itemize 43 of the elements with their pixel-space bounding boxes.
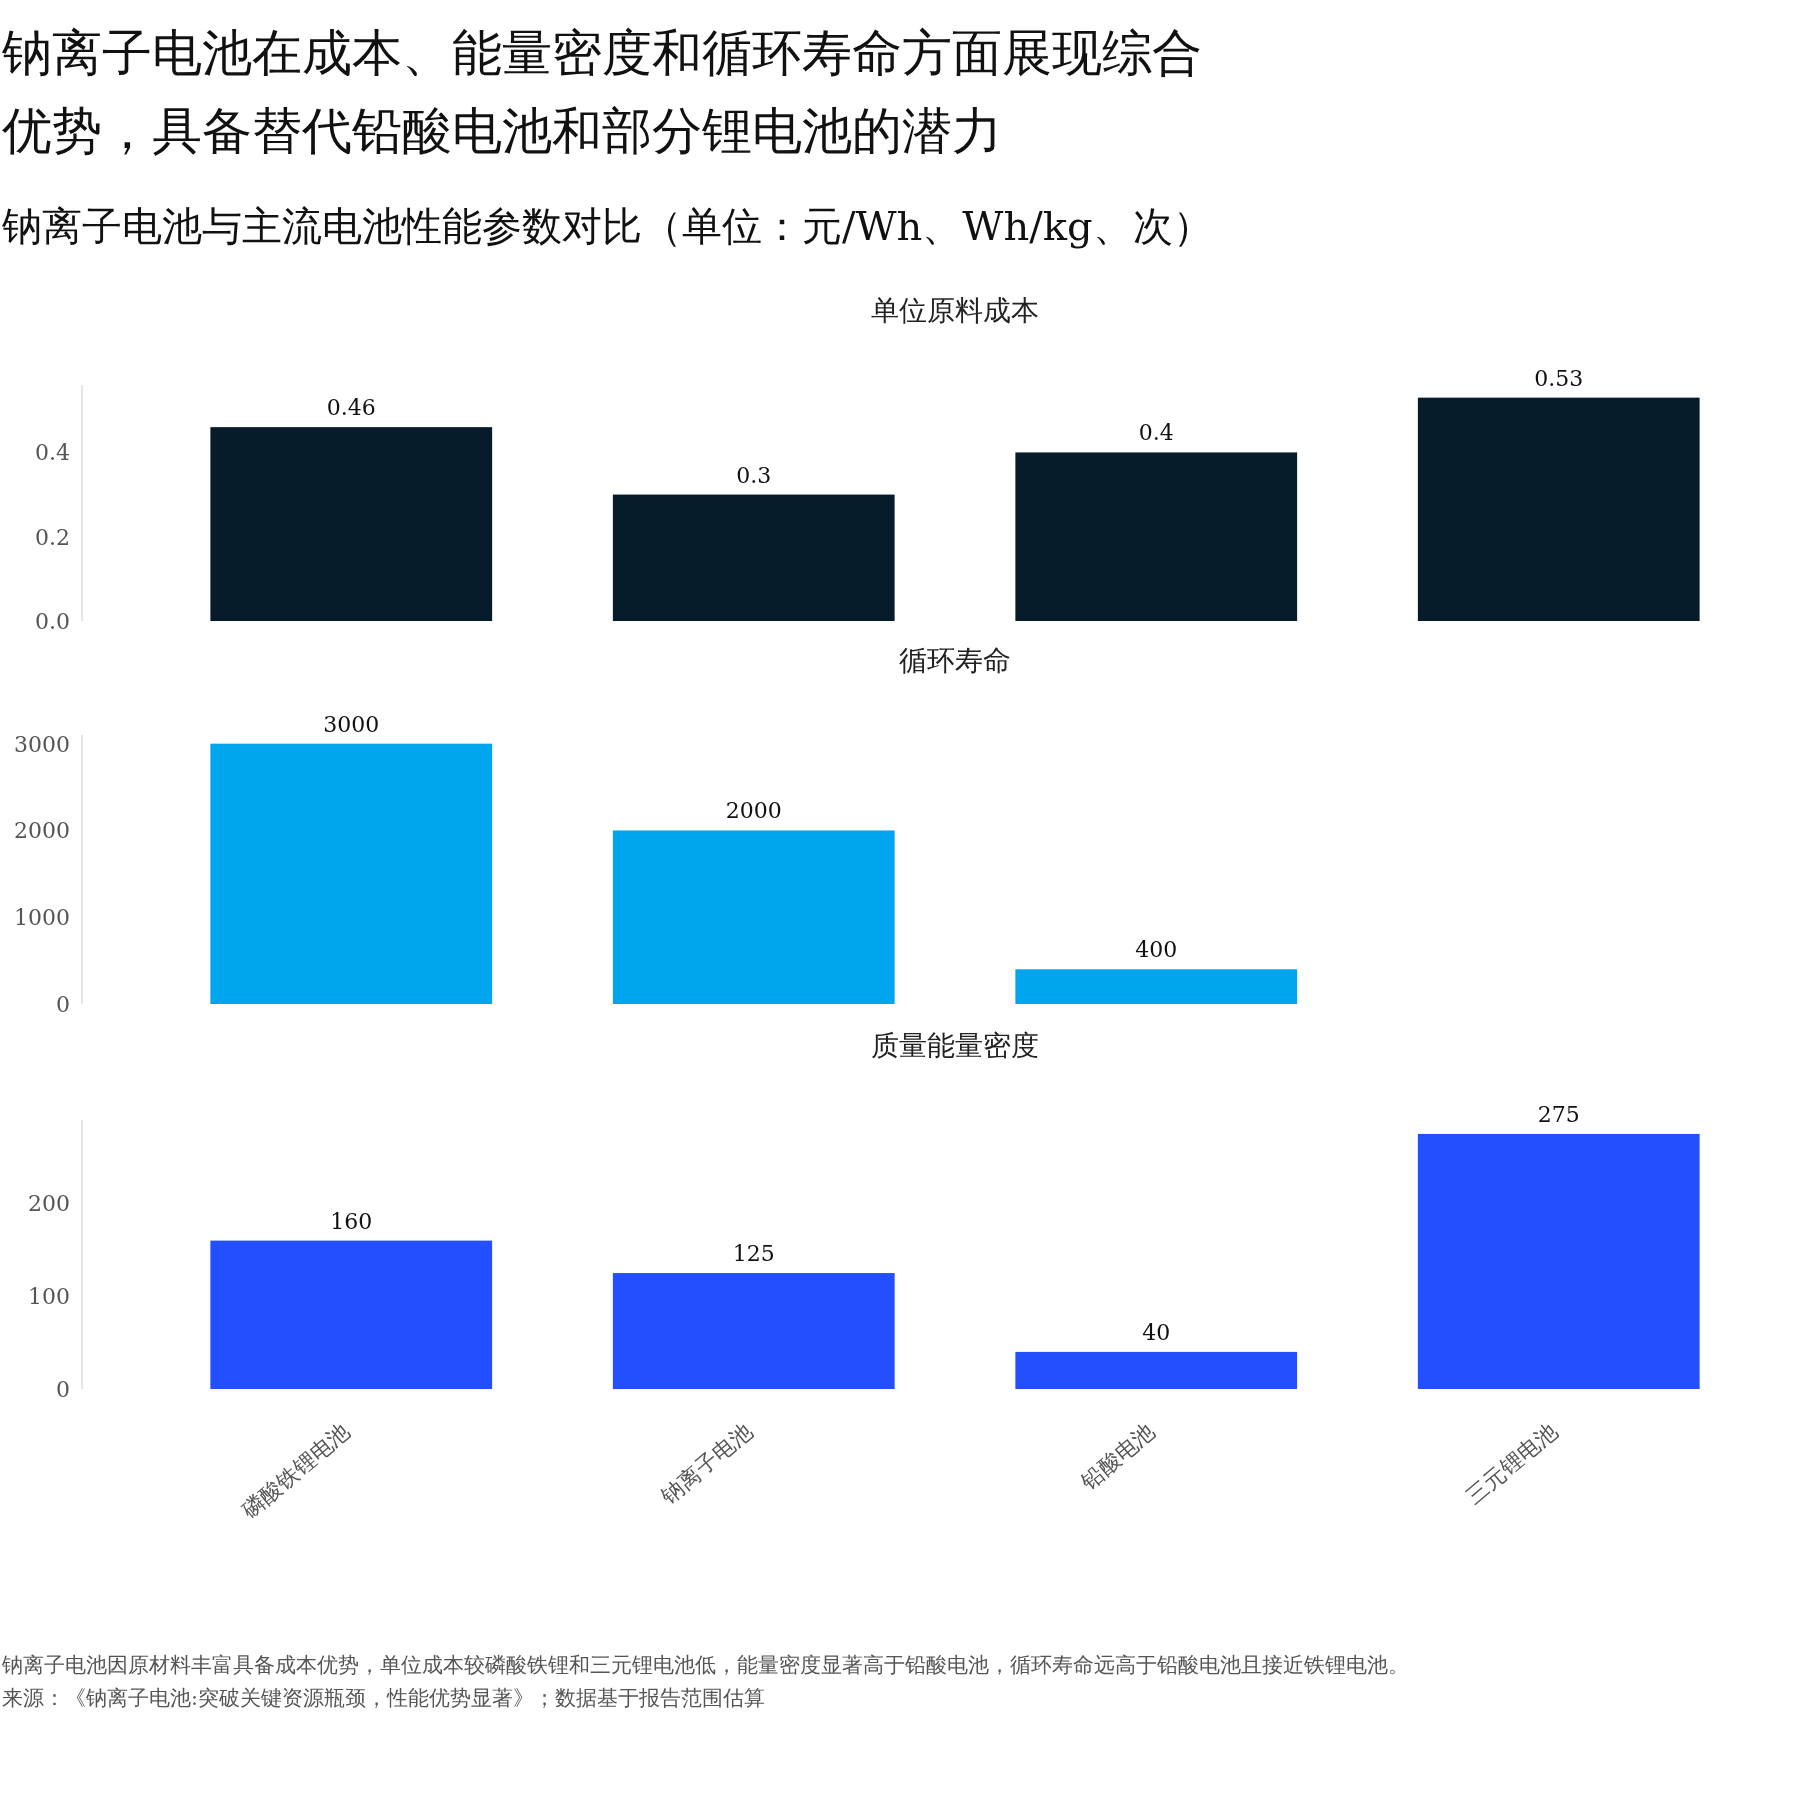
- bar: [210, 743, 493, 1004]
- y-tick-label: 3000: [14, 731, 70, 757]
- y-tick-label: 0.2: [35, 524, 70, 550]
- text: 钠离子电池与主流电池性能参数对比（单位：元/Wh、Wh/kg、次）: [1, 203, 1213, 249]
- y-tick-label: 1000: [14, 905, 70, 931]
- text: 钠离子电池在成本、能量密度和循环寿命方面展现综合优势，具备替代铅酸电池和部分锂电池的潜力: [1, 24, 1202, 160]
- x-tick-label: 钠离子电池: [655, 1418, 757, 1510]
- x-tick-label: 三元锂电池: [1461, 1418, 1562, 1509]
- chart-title: 单位原料成本: [871, 294, 1039, 327]
- data-label: 2000: [725, 798, 782, 824]
- text: 钠离子电池因原材料丰富具备成本优势，单位成本较磷酸铁锂和三元锂电池低，能量密度显著高于铅酸电池，循环寿命远高于铅酸电池且接近铁锂电池。: [1, 1653, 1409, 1677]
- bar: [1015, 1351, 1298, 1389]
- data-label: 40: [1142, 1319, 1171, 1345]
- data-label: 0.3: [736, 462, 772, 488]
- y-tick-label: 0: [56, 992, 70, 1017]
- y-tick-label: 100: [28, 1284, 70, 1310]
- bar: [1015, 452, 1298, 621]
- data-label: 400: [1135, 937, 1178, 963]
- data-label: 0.53: [1534, 365, 1584, 391]
- data-label: 0.4: [1138, 420, 1174, 446]
- data-label: 3000: [323, 711, 380, 737]
- bar: [210, 1240, 493, 1389]
- y-tick-label: 200: [28, 1191, 70, 1217]
- bar: [612, 830, 895, 1004]
- source-note: 来源：《钠离子电池:突破关键资源瓶颈，性能优势显著》；数据基于报告范围估算: [2, 1686, 766, 1710]
- x-tick-label: 铅酸电池: [1075, 1418, 1160, 1496]
- y-tick-label: 0.4: [35, 440, 70, 466]
- y-tick-label: 0.0: [35, 609, 70, 634]
- chart-title: 质量能量密度: [871, 1029, 1039, 1062]
- data-label: 275: [1537, 1101, 1580, 1127]
- bar: [1417, 1133, 1700, 1389]
- bar: [210, 427, 493, 621]
- bar: [612, 1273, 895, 1389]
- bar: [1015, 969, 1298, 1004]
- data-label: 160: [330, 1208, 373, 1234]
- y-tick-label: 2000: [14, 818, 70, 844]
- chart-title: 循环寿命: [899, 644, 1011, 677]
- data-label: 0.46: [326, 395, 376, 421]
- data-label: 125: [732, 1241, 775, 1267]
- x-tick-label: 磷酸铁锂电池: [236, 1418, 355, 1524]
- bar: [612, 494, 895, 621]
- bar: [1417, 397, 1700, 621]
- y-tick-label: 0: [56, 1377, 70, 1402]
